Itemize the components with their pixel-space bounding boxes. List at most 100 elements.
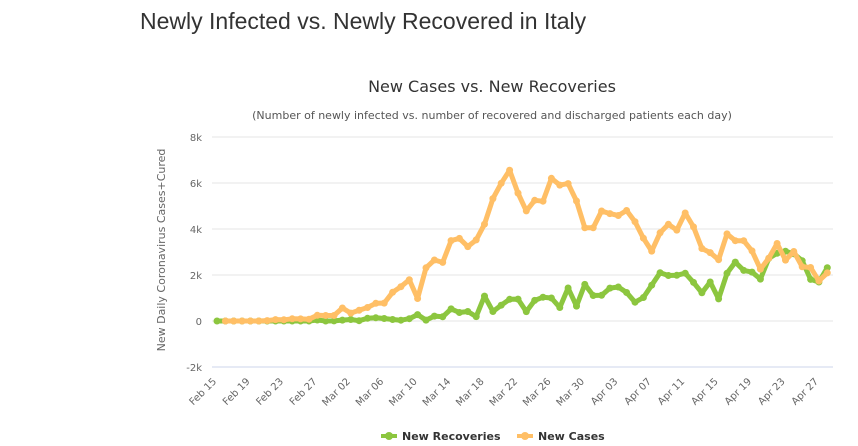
data-point — [455, 309, 463, 316]
series-new-cases — [221, 166, 831, 325]
x-tick-label: Feb 27 — [288, 376, 320, 408]
data-point — [681, 209, 689, 217]
data-point — [664, 220, 672, 228]
chart-title: New Cases vs. New Recoveries — [368, 77, 616, 96]
data-point — [514, 189, 522, 197]
x-tick-label: Mar 30 — [555, 376, 587, 408]
data-point — [539, 293, 547, 301]
data-point — [322, 317, 330, 325]
x-tick-label: Mar 02 — [321, 376, 353, 408]
data-point — [497, 179, 505, 187]
data-point — [823, 269, 831, 277]
legend-symbol-marker — [385, 432, 393, 440]
data-point — [756, 275, 764, 283]
data-point — [246, 317, 254, 325]
data-point — [598, 207, 606, 215]
data-point — [313, 311, 321, 319]
legend-item[interactable]: New Recoveries — [381, 430, 501, 443]
data-point — [539, 197, 547, 205]
x-tick-label: Apr 27 — [790, 376, 821, 407]
data-point — [414, 295, 422, 302]
y-tick-label: 8k — [190, 133, 202, 144]
data-point — [447, 237, 455, 245]
series-new-recoveries — [213, 247, 831, 325]
data-point — [272, 316, 279, 324]
data-point — [598, 291, 606, 299]
data-point — [823, 264, 831, 272]
data-point — [389, 316, 397, 323]
data-point — [414, 311, 422, 319]
data-point — [564, 284, 572, 292]
data-point — [681, 269, 689, 277]
data-point — [673, 226, 681, 234]
x-tick-label: Feb 19 — [221, 376, 253, 408]
data-point — [389, 288, 397, 296]
data-point — [782, 256, 789, 264]
data-point — [481, 220, 488, 228]
grid — [212, 136, 833, 368]
data-point — [455, 234, 463, 242]
x-tick-label: Feb 23 — [254, 376, 286, 408]
x-tick-label: Apr 03 — [589, 376, 620, 407]
x-tick-label: Apr 07 — [623, 376, 654, 407]
data-point — [430, 256, 438, 264]
data-point — [556, 304, 564, 311]
y-tick-label: 6k — [190, 179, 202, 190]
data-point — [547, 174, 555, 182]
y-axis: -2k 0 2k 4k 6k 8k — [186, 133, 202, 374]
data-point — [740, 266, 748, 274]
data-point — [221, 317, 229, 325]
data-point — [330, 312, 338, 319]
data-point — [447, 305, 455, 313]
data-point — [230, 317, 238, 325]
x-tick-label: Apr 15 — [689, 376, 720, 407]
data-point — [790, 248, 798, 255]
x-tick-label: Apr 19 — [723, 376, 754, 407]
data-point — [606, 284, 614, 292]
data-point — [506, 295, 514, 303]
data-point — [606, 210, 614, 218]
data-point — [639, 234, 647, 242]
y-tick-label: 2k — [190, 271, 202, 282]
page-title: Newly Infected vs. Newly Recovered in It… — [140, 8, 587, 34]
data-point — [773, 240, 781, 247]
data-point — [731, 258, 739, 266]
data-point — [731, 237, 739, 245]
chart-subtitle: (Number of newly infected vs. number of … — [252, 109, 732, 122]
data-point — [338, 316, 346, 324]
legend-item[interactable]: New Cases — [517, 430, 605, 443]
series-layer — [213, 166, 831, 325]
data-point — [330, 317, 338, 325]
data-point — [648, 281, 656, 289]
data-point — [397, 283, 405, 291]
data-point — [288, 315, 296, 323]
data-point — [656, 229, 664, 237]
y-tick-label: 4k — [190, 225, 202, 236]
data-point — [690, 278, 697, 286]
data-point — [497, 301, 505, 309]
data-point — [623, 289, 631, 296]
data-point — [464, 243, 472, 251]
data-point — [405, 315, 413, 323]
data-point — [338, 304, 346, 312]
data-point — [514, 295, 522, 303]
data-point — [238, 317, 246, 325]
data-point — [614, 212, 622, 219]
data-point — [405, 276, 413, 284]
legend: New Recoveries New Cases — [381, 430, 605, 443]
data-point — [472, 313, 480, 321]
data-point — [380, 299, 388, 307]
data-point — [573, 197, 580, 205]
data-point — [564, 180, 572, 188]
data-point — [723, 269, 731, 277]
x-tick-label: Mar 10 — [387, 376, 419, 408]
data-point — [522, 207, 530, 215]
data-point — [690, 223, 697, 231]
data-point — [347, 309, 355, 317]
data-point — [547, 294, 555, 302]
data-point — [748, 247, 756, 255]
data-point — [589, 292, 597, 299]
data-point — [347, 316, 355, 323]
data-point — [573, 302, 580, 310]
data-point — [489, 195, 497, 203]
